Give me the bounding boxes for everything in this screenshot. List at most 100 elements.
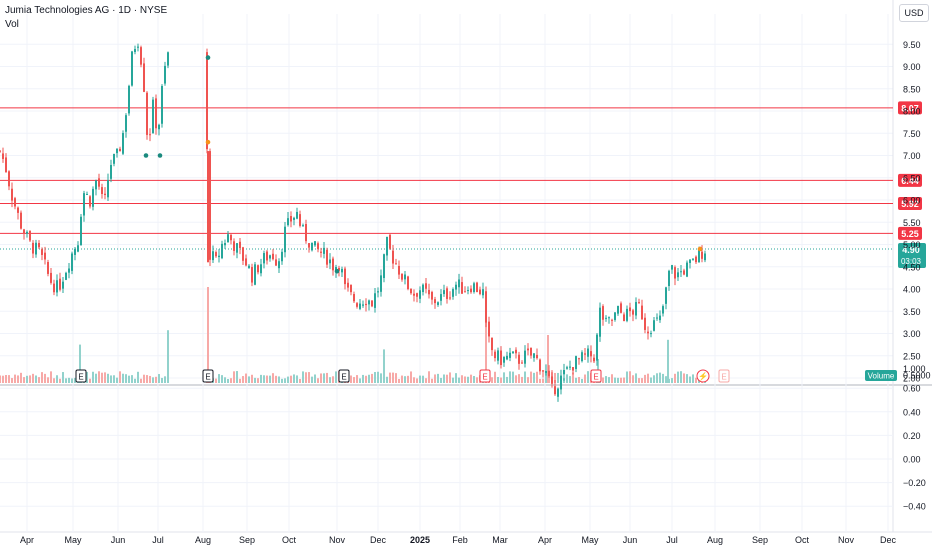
volume-bar bbox=[584, 374, 586, 383]
volume-bar bbox=[38, 377, 40, 383]
candle-body bbox=[308, 243, 310, 248]
y-tick-label: 2.50 bbox=[903, 351, 921, 361]
candle-body bbox=[590, 351, 592, 357]
candle-body bbox=[35, 242, 37, 255]
volume-bar bbox=[62, 372, 64, 383]
volume-bar bbox=[380, 373, 382, 383]
volume-bar bbox=[269, 375, 271, 383]
marker-dot bbox=[143, 153, 149, 158]
volume-bar bbox=[608, 377, 610, 383]
volume-bar bbox=[317, 378, 319, 383]
marker-dot bbox=[205, 55, 211, 60]
earnings-event-label: E bbox=[205, 373, 210, 382]
y-tick-label: 3.00 bbox=[903, 329, 921, 339]
earnings-event-label: E bbox=[593, 373, 598, 382]
volume-bar bbox=[44, 373, 46, 383]
candle-body bbox=[698, 249, 700, 263]
volume-bar bbox=[29, 375, 31, 383]
volume-bar bbox=[251, 374, 253, 383]
candle-body bbox=[245, 258, 247, 266]
candle-body bbox=[434, 299, 436, 304]
candle-body bbox=[263, 253, 265, 264]
volume-bar bbox=[641, 378, 643, 383]
volume-bar bbox=[656, 373, 658, 383]
x-tick-label: Dec bbox=[880, 535, 897, 545]
marker-dot bbox=[157, 153, 163, 158]
y-tick-label: 7.00 bbox=[903, 151, 921, 161]
volume-bar bbox=[386, 376, 388, 383]
symbol-title[interactable]: Jumia Technologies AG · 1D · NYSE bbox=[5, 5, 168, 16]
price-axis[interactable]: 2.00 2.50 3.00 3.50 4.00 4.50 5.00 5.50 6.00 6.50… bbox=[903, 40, 931, 384]
candle-body bbox=[209, 151, 211, 260]
volume-bar bbox=[281, 378, 283, 383]
y-tick-label: 9.00 bbox=[903, 62, 921, 72]
grid-lines bbox=[0, 0, 932, 533]
candle-body bbox=[347, 282, 349, 288]
candle-body bbox=[527, 348, 529, 351]
candle-body bbox=[509, 352, 511, 358]
volume-bar bbox=[605, 376, 607, 383]
volume-bar bbox=[101, 372, 103, 383]
candle-body bbox=[44, 252, 46, 260]
candle-body bbox=[641, 305, 643, 320]
candle-body bbox=[59, 278, 61, 290]
volume-bar bbox=[47, 377, 49, 383]
candle-body bbox=[488, 321, 490, 337]
volume-bar bbox=[467, 376, 469, 383]
volume-bar bbox=[581, 378, 583, 383]
candle-body bbox=[503, 356, 505, 363]
x-tick-label: Apr bbox=[538, 535, 552, 545]
candle-body bbox=[542, 370, 544, 372]
currency-button[interactable]: USD bbox=[899, 4, 929, 22]
horizontal-levels[interactable]: 8.07 6.44 5.92 5.25 4.90 03:03 Volume bbox=[0, 101, 926, 381]
volume-bar bbox=[332, 376, 334, 383]
volume-bar bbox=[95, 373, 97, 383]
volume-bar bbox=[11, 378, 13, 383]
candle-body bbox=[260, 264, 262, 274]
volume-bar bbox=[518, 374, 520, 383]
x-tick-label: Mar bbox=[492, 535, 508, 545]
volume-bar bbox=[401, 375, 403, 383]
candle-body bbox=[251, 267, 253, 283]
indicator-axis[interactable]: 0.60 0.40 0.20 0.00 −0.20 −0.40 bbox=[903, 384, 926, 512]
volume-bar bbox=[689, 376, 691, 383]
candle-body bbox=[257, 265, 259, 273]
earnings-events[interactable]: E E E E E ⚡ E bbox=[75, 369, 730, 383]
candle-body bbox=[290, 216, 292, 222]
candle-body bbox=[233, 241, 235, 251]
candle-body bbox=[164, 65, 166, 84]
volume-bar bbox=[623, 377, 625, 383]
volume-bar bbox=[449, 372, 451, 383]
volume-bar bbox=[392, 372, 394, 383]
candle-body bbox=[20, 212, 22, 229]
time-axis[interactable]: Apr May Jun Jul Aug Sep Oct Nov Dec 2025 Feb Mar Apr… bbox=[20, 535, 897, 545]
candle-body bbox=[65, 272, 67, 280]
volume-bar bbox=[638, 378, 640, 383]
candle-body bbox=[692, 258, 694, 260]
volume-bar bbox=[137, 371, 139, 383]
x-tick-label: May bbox=[581, 535, 599, 545]
volume-bar bbox=[131, 375, 133, 383]
candle-body bbox=[104, 193, 106, 196]
candle-body bbox=[8, 171, 10, 187]
volume-bar bbox=[542, 378, 544, 383]
candle-body bbox=[0, 150, 1, 152]
volume-bar bbox=[566, 374, 568, 383]
volume-bar bbox=[302, 371, 304, 383]
volume-bar bbox=[554, 372, 556, 383]
candle-body bbox=[416, 293, 418, 297]
candle-body bbox=[218, 255, 220, 258]
candle-body bbox=[383, 254, 385, 279]
volume-bar bbox=[410, 371, 412, 383]
candle-body bbox=[341, 268, 343, 273]
candle-body bbox=[146, 92, 148, 135]
marker-dot bbox=[205, 139, 211, 145]
volume-bar bbox=[308, 372, 310, 383]
volume-bar bbox=[602, 377, 604, 383]
level-badge-label: 8.07 bbox=[901, 103, 919, 113]
candle-body bbox=[380, 275, 382, 292]
volume-bar bbox=[104, 372, 106, 383]
candle-body bbox=[674, 267, 676, 279]
candle-body bbox=[485, 291, 487, 323]
